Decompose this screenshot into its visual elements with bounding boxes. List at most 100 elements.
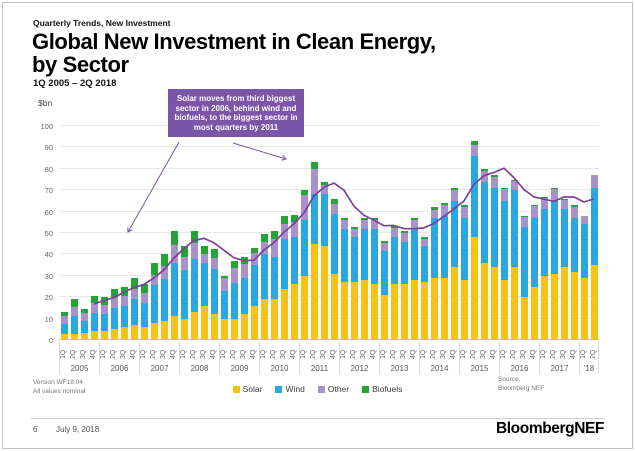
bar-segment-other: [160, 266, 168, 280]
bar-stack: [149, 126, 159, 340]
bar-segment-wind: [440, 215, 448, 278]
bar-segment-wind: [450, 200, 458, 268]
bar-segment-solar: [540, 275, 548, 340]
bar-segment-other: [500, 189, 508, 201]
eyebrow-label: Quarterly Trends, New Investment: [33, 18, 171, 28]
bar-segment-other: [310, 168, 318, 195]
bar-segment-biofuels: [280, 215, 288, 225]
bar-segment-wind: [270, 256, 278, 300]
bar-segment-wind: [170, 262, 178, 317]
bar-stack: [489, 126, 499, 340]
x-tick-label: 3Q: [80, 349, 87, 359]
bar-segment-other: [230, 268, 238, 284]
x-tick-label: 2Q: [510, 349, 517, 359]
y-tick-label: 100: [40, 122, 53, 131]
y-tick-label: 30: [44, 271, 53, 281]
bar-stack: [119, 126, 129, 340]
bar-segment-biofuels: [120, 286, 128, 297]
y-tick-label: 90: [44, 143, 53, 153]
bar-segment-other: [570, 207, 578, 219]
bar-segment-solar: [220, 318, 228, 340]
bar-segment-other: [180, 256, 188, 271]
x-tick-label: 2Q: [550, 349, 557, 359]
bar-segment-biofuels: [150, 263, 158, 275]
bar-segment-wind: [350, 237, 358, 283]
bar-segment-solar: [390, 284, 398, 340]
year-label: 2007: [139, 342, 179, 374]
bar-segment-other: [170, 244, 178, 263]
bar-segment-solar: [380, 295, 388, 340]
bar-segment-solar: [480, 262, 488, 340]
bar-segment-biofuels: [170, 230, 178, 245]
legend-label: Solar: [242, 384, 263, 394]
bar-segment-solar: [330, 273, 338, 340]
bar-segment-wind: [460, 218, 468, 281]
bar-segment-wind: [280, 239, 288, 289]
x-tick-label: 1Q: [340, 349, 347, 359]
bar-segment-wind: [510, 190, 518, 268]
y-tick-label: 20: [44, 293, 53, 303]
bar-stack: [419, 126, 429, 340]
bar-segment-solar: [450, 267, 458, 340]
x-tick-label: 4Q: [90, 349, 97, 359]
bar-segment-other: [110, 297, 118, 308]
bar-segment-other: [480, 170, 488, 182]
bar-segment-biofuels: [310, 162, 318, 169]
bar-segment-other: [590, 175, 598, 189]
bar-segment-biofuels: [260, 234, 268, 242]
x-tick-label: 2Q: [230, 349, 237, 359]
page-subtitle: 1Q 2005 – 2Q 2018: [33, 78, 117, 89]
bar-stack: [359, 126, 369, 340]
bar-segment-other: [300, 194, 308, 221]
bar-segment-other: [120, 296, 128, 306]
x-tick-label: 1Q: [580, 349, 587, 359]
bar-segment-other: [270, 239, 278, 257]
x-tick-label: 1Q: [100, 349, 107, 359]
bar-segment-solar: [190, 312, 198, 340]
bar-segment-solar: [570, 271, 578, 340]
y-axis-unit-label: $bn: [38, 98, 53, 108]
bar-segment-biofuels: [130, 277, 138, 289]
bar-segment-other: [460, 207, 468, 219]
bar-stack: [349, 126, 359, 340]
bar-segment-other: [520, 216, 528, 227]
y-tick-label: 50: [44, 229, 53, 238]
y-axis-labels: 0 10 20 30 40 50 60 70 80 90 100: [3, 122, 53, 345]
x-tick-label: 4Q: [250, 349, 257, 359]
bar-stack: [259, 126, 269, 340]
bar-segment-other: [560, 199, 568, 210]
bar-segment-solar: [310, 243, 318, 340]
footer-date: July 9, 2018: [56, 425, 100, 434]
bar-segment-solar: [280, 288, 288, 340]
bar-segment-wind: [540, 209, 548, 276]
bar-segment-other: [400, 233, 408, 242]
bar-segment-solar: [160, 320, 168, 340]
bar-segment-other: [260, 241, 268, 255]
bar-stack: [569, 126, 579, 340]
bar-segment-other: [350, 228, 358, 238]
bar-segment-other: [240, 264, 248, 278]
x-tick-label: 3Q: [200, 349, 207, 359]
bar-segment-other: [70, 306, 78, 317]
bar-stack: [459, 126, 469, 340]
bar-segment-solar: [520, 297, 528, 340]
bar-stack: [499, 126, 509, 340]
bar-segment-wind: [480, 181, 488, 263]
bar-segment-wind: [240, 277, 248, 315]
bar-segment-solar: [140, 327, 148, 340]
bar-stack: [479, 126, 489, 340]
bar-segment-wind: [300, 220, 308, 276]
x-tick-label: 4Q: [330, 349, 337, 359]
bar-stack: [169, 126, 179, 340]
bar-segment-other: [130, 288, 138, 300]
gridline: [59, 317, 599, 319]
x-tick-label: 4Q: [410, 349, 417, 359]
x-tick-label: 1Q: [60, 349, 67, 359]
x-tick-label: 2Q: [190, 349, 197, 359]
x-tick-label: 1Q: [140, 349, 147, 359]
bar-segment-wind: [500, 200, 508, 281]
bar-segment-wind: [160, 279, 168, 321]
bar-segment-solar: [470, 237, 478, 340]
note-line: All values nominal: [33, 388, 86, 395]
